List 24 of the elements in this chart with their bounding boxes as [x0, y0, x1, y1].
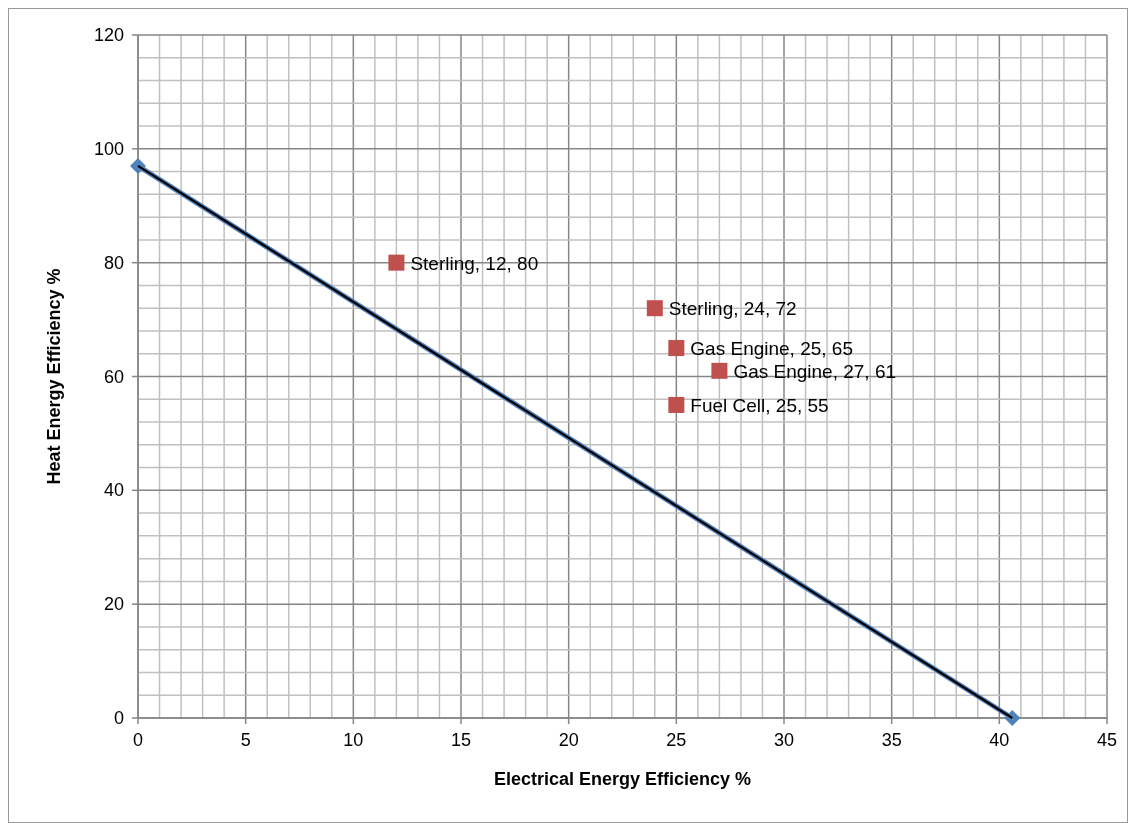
x-tick-label: 15 [450, 730, 472, 750]
y-tick-label: 40 [103, 480, 124, 501]
annotation: Gas Engine, 25, 65 [690, 338, 854, 360]
x-tick-label: 30 [773, 730, 795, 750]
y-axis-title: Heat Energy Efficiency % [44, 268, 64, 485]
annotation: Sterling, 12, 80 [410, 252, 539, 274]
y-tick-label: 100 [93, 138, 124, 159]
y-tick-label: 0 [113, 708, 124, 728]
x-tick-label: 5 [240, 730, 251, 750]
x-tick-label: 10 [343, 730, 364, 750]
x-tick-label: 40 [989, 730, 1010, 750]
x-tick-label: 0 [132, 730, 144, 750]
annotation: Gas Engine, 27, 61 [733, 360, 897, 382]
annotation: Fuel Cell, 25, 55 [690, 394, 829, 416]
x-axis-title: Electrical Energy Efficiency % [493, 769, 752, 789]
y-tick-label: 80 [103, 252, 124, 273]
x-tick-label: 20 [558, 730, 579, 750]
y-tick-label: 120 [93, 25, 124, 45]
x-tick-label: 25 [666, 730, 687, 750]
x-tick-label: 35 [881, 730, 902, 750]
annotation: Sterling, 24, 72 [668, 298, 797, 320]
x-tick-label: 45 [1096, 730, 1118, 750]
y-tick-label: 20 [103, 594, 124, 615]
y-tick-label: 60 [103, 366, 124, 387]
